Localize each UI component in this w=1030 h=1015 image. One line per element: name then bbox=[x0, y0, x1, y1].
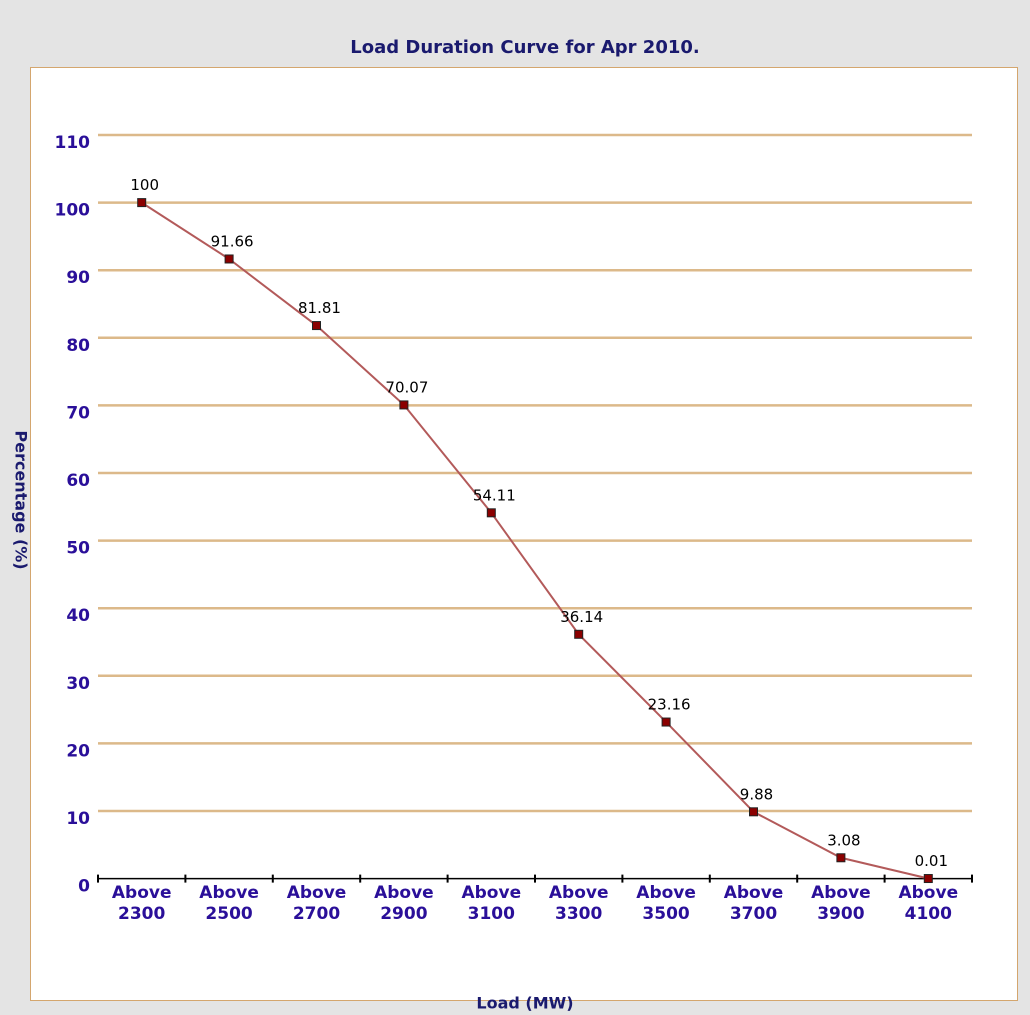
x-tick-label: Above 2500 bbox=[199, 882, 259, 924]
marker bbox=[836, 853, 846, 863]
x-tick-label: Above 3700 bbox=[723, 882, 784, 924]
x-tick-label: Above 2900 bbox=[374, 882, 434, 924]
y-tick-label: 70 bbox=[66, 403, 90, 423]
line bbox=[141, 201, 929, 880]
marker bbox=[312, 321, 321, 331]
x-axis-label: Load (MW) bbox=[476, 994, 573, 1013]
x-tick-label: Above 2300 bbox=[111, 882, 172, 924]
chart-panel bbox=[30, 67, 1018, 1001]
value-label: 81.81 bbox=[298, 299, 341, 317]
y-tick-label: 0 bbox=[78, 877, 90, 897]
value-label: 100 bbox=[130, 176, 159, 194]
x-tick-label: Above 2700 bbox=[286, 882, 347, 924]
y-tick-label: 40 bbox=[66, 606, 90, 626]
y-tick-label: 60 bbox=[66, 471, 90, 491]
marker bbox=[399, 400, 409, 410]
x-tick-label: Above 3500 bbox=[636, 882, 696, 924]
y-axis-label: Percentage (%) bbox=[12, 430, 31, 569]
marker bbox=[661, 717, 671, 727]
x-tick-label: Above 4100 bbox=[898, 882, 959, 924]
marker bbox=[749, 807, 758, 817]
value-label: 0.01 bbox=[915, 852, 948, 870]
y-tick-label: 50 bbox=[66, 539, 90, 559]
y-tick-label: 90 bbox=[66, 268, 90, 288]
x-tick-label: Above 3100 bbox=[461, 882, 522, 924]
value-label: 54.11 bbox=[473, 486, 516, 504]
x-tick-label: Above 3900 bbox=[811, 882, 871, 924]
value-label: 91.66 bbox=[211, 232, 254, 250]
value-label: 3.08 bbox=[827, 831, 860, 849]
marker bbox=[574, 629, 584, 639]
value-label: 23.16 bbox=[648, 696, 691, 714]
marker bbox=[486, 508, 496, 518]
y-tick-label: 100 bbox=[55, 201, 91, 221]
y-tick-label: 80 bbox=[66, 336, 90, 356]
y-tick-label: 20 bbox=[66, 741, 90, 761]
y-tick-label: 110 bbox=[55, 133, 91, 153]
y-tick-label: 10 bbox=[66, 809, 90, 829]
chart-title: Load Duration Curve for Apr 2010. bbox=[350, 37, 699, 58]
value-label: 36.14 bbox=[560, 608, 603, 626]
value-label: 9.88 bbox=[740, 785, 773, 803]
x-tick-label: Above 3300 bbox=[548, 882, 609, 924]
marker bbox=[137, 198, 147, 208]
marker bbox=[923, 874, 933, 884]
y-tick-label: 30 bbox=[66, 674, 90, 694]
value-label: 70.07 bbox=[385, 378, 428, 396]
marker bbox=[224, 254, 234, 264]
